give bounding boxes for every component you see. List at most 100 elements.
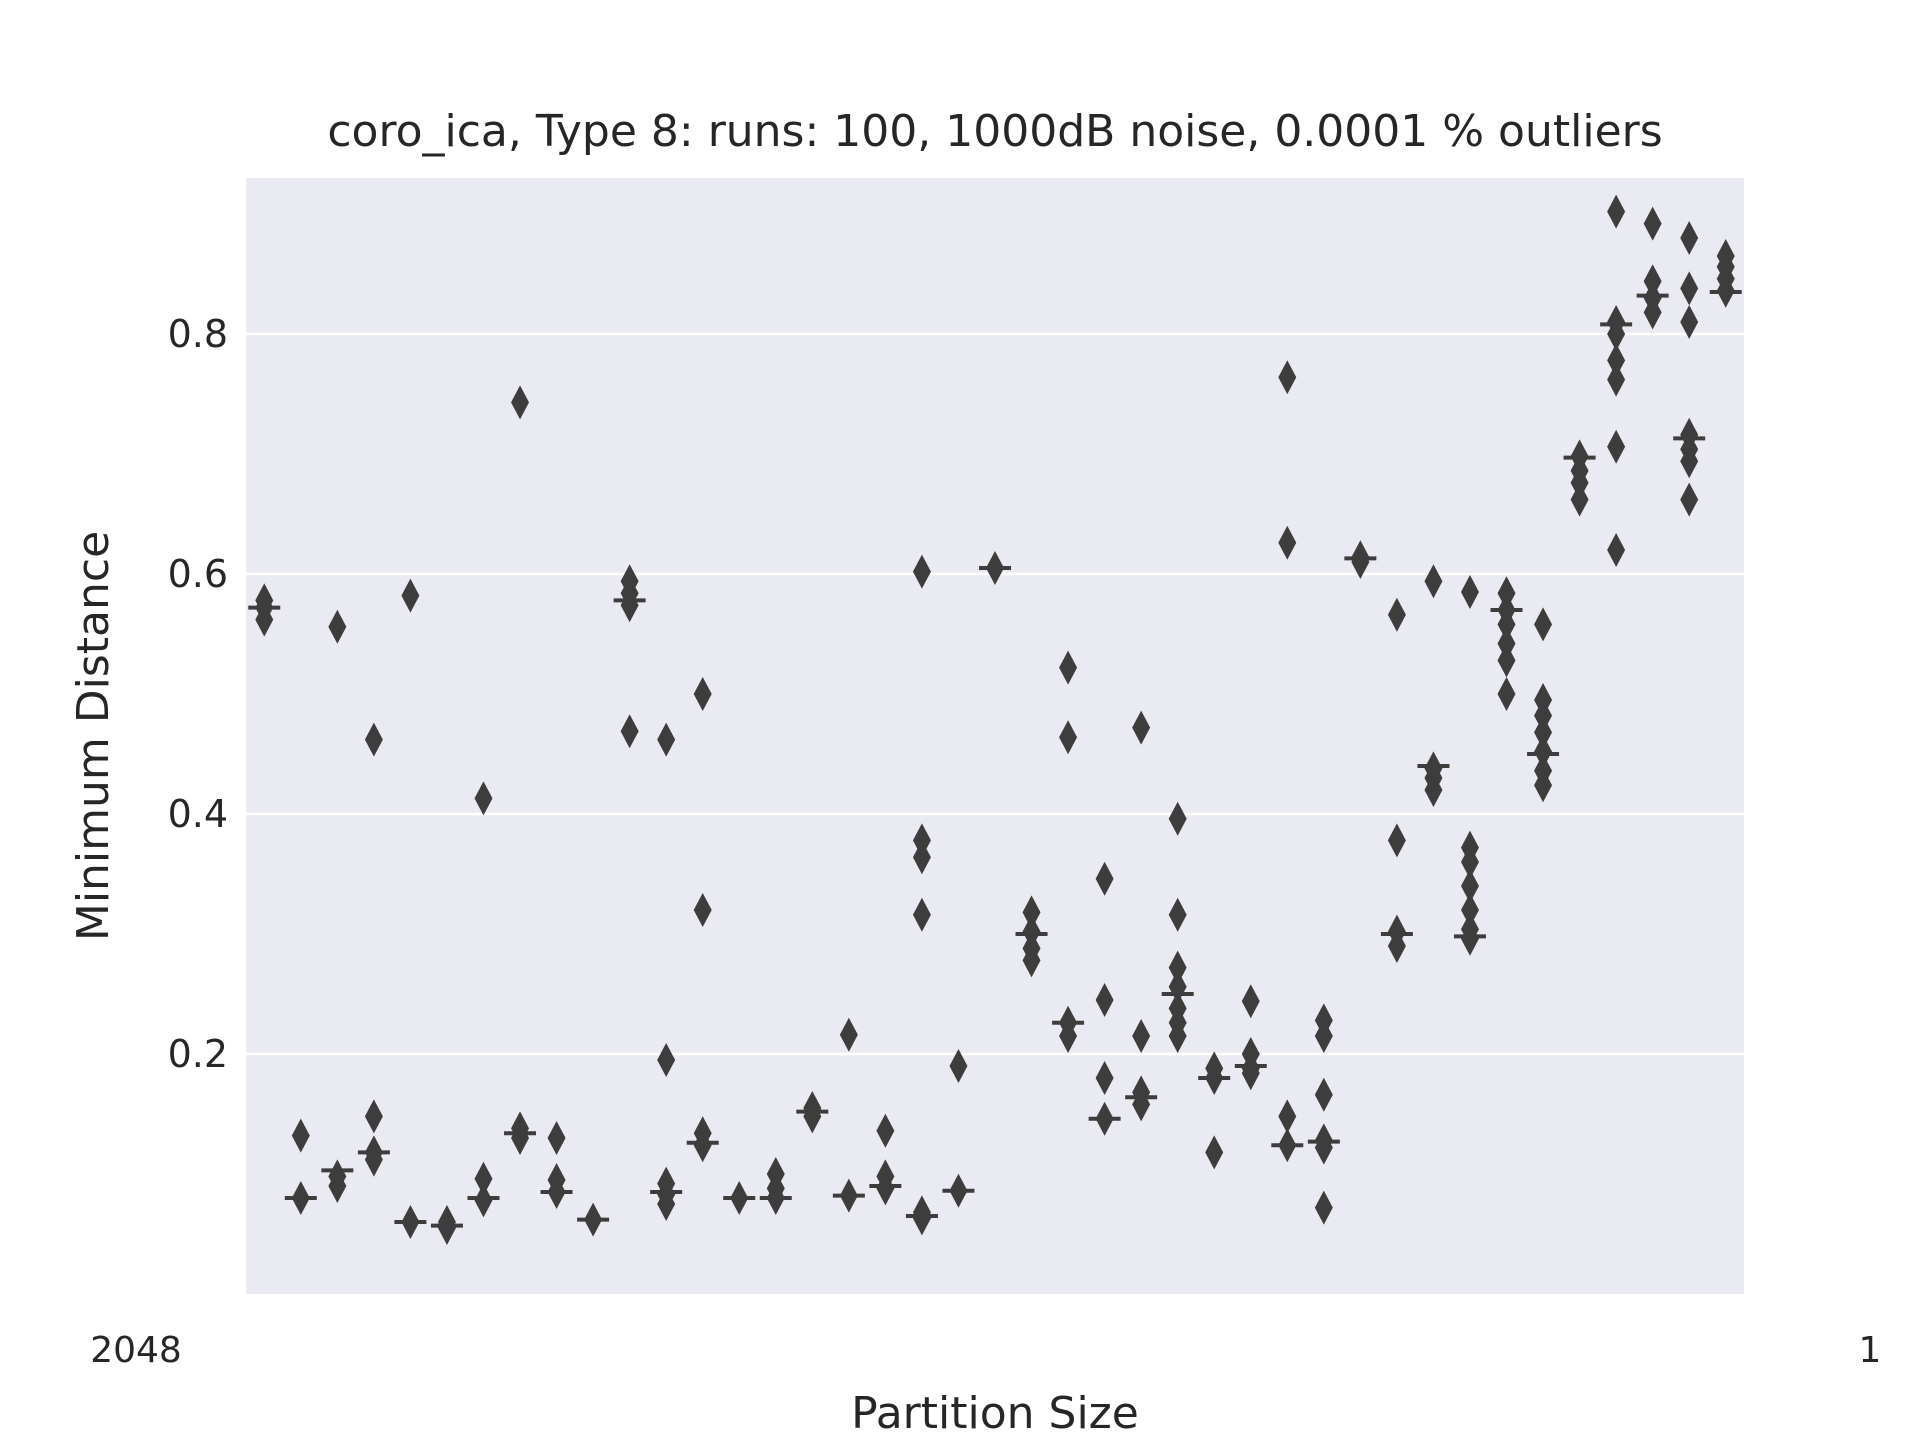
outlier-point xyxy=(693,677,712,711)
box-group xyxy=(1161,801,1194,1053)
outlier-point xyxy=(1534,768,1553,803)
box-group xyxy=(1052,650,1085,1053)
box-group xyxy=(357,722,390,1177)
outlier-point xyxy=(1278,360,1297,395)
box-group xyxy=(1490,576,1523,711)
outlier-point xyxy=(547,1175,566,1209)
outlier-point xyxy=(1534,734,1553,769)
outlier-point xyxy=(1643,295,1662,330)
outlier-point xyxy=(1680,221,1699,255)
x-tick-label-last: 1 xyxy=(1859,1330,1882,1371)
outlier-point xyxy=(1095,983,1114,1017)
outlier-point xyxy=(511,385,530,420)
outlier-point xyxy=(1095,1061,1114,1095)
outlier-point xyxy=(328,1169,347,1203)
outlier-point xyxy=(766,1181,785,1215)
outlier-point xyxy=(1022,895,1041,930)
box-group xyxy=(577,1202,610,1237)
outlier-point xyxy=(364,1142,383,1177)
box-group xyxy=(1125,710,1158,1122)
outlier-point xyxy=(730,1181,749,1215)
outlier-point xyxy=(1680,482,1699,517)
outlier-point xyxy=(1059,650,1078,685)
outlier-point xyxy=(1205,1135,1224,1170)
outlier-point xyxy=(1680,305,1699,339)
outlier-point xyxy=(1314,1130,1333,1165)
outlier-point xyxy=(1095,861,1114,896)
outlier-point xyxy=(1168,1019,1187,1053)
outlier-point xyxy=(1607,194,1626,229)
outlier-point xyxy=(291,1118,310,1153)
box-group xyxy=(796,1091,829,1134)
box-group xyxy=(467,781,500,1218)
plot-area xyxy=(246,178,1744,1294)
outlier-point xyxy=(1387,597,1406,632)
y-tick-label: 0.4 xyxy=(168,792,228,836)
outlier-point xyxy=(1022,943,1041,978)
box-group xyxy=(1417,564,1450,807)
box-group xyxy=(394,578,427,1239)
box-group xyxy=(1380,597,1413,963)
box-group xyxy=(1673,221,1706,517)
box-group xyxy=(284,1118,317,1215)
box-group xyxy=(1563,439,1596,517)
y-tick-label: 0.8 xyxy=(168,312,228,356)
box-group xyxy=(1600,194,1633,567)
x-axis-ticks: 2048 1 xyxy=(90,1330,1881,1371)
outlier-point xyxy=(1460,893,1479,927)
outlier-point xyxy=(949,1173,968,1208)
outlier-point xyxy=(1534,607,1553,642)
box-group xyxy=(869,1113,902,1206)
outlier-point xyxy=(1460,921,1479,956)
y-tick-label: 0.2 xyxy=(168,1032,228,1076)
outlier-point xyxy=(620,588,639,623)
box-group xyxy=(942,1049,975,1208)
outlier-point xyxy=(986,551,1004,585)
box-group xyxy=(430,1205,463,1245)
outlier-point xyxy=(1059,720,1078,755)
box-group xyxy=(1636,206,1669,330)
outlier-point xyxy=(1680,444,1699,479)
outlier-point xyxy=(474,1161,493,1196)
outlier-point xyxy=(291,1181,310,1215)
outlier-point xyxy=(1387,929,1406,963)
outlier-point xyxy=(1095,1101,1114,1136)
box-group xyxy=(613,564,646,749)
outlier-point xyxy=(364,1099,383,1134)
outlier-point xyxy=(1168,897,1187,932)
x-tick-label-first: 2048 xyxy=(90,1330,182,1371)
outlier-point xyxy=(1168,950,1187,985)
outlier-point xyxy=(1607,362,1626,397)
outlier-point xyxy=(328,609,347,644)
outlier-point xyxy=(1241,1056,1260,1091)
outlier-point xyxy=(1607,343,1626,378)
outlier-point xyxy=(1314,1077,1333,1112)
box-group xyxy=(1709,239,1742,308)
outlier-point xyxy=(1607,317,1626,351)
outlier-point xyxy=(1497,677,1516,711)
box-group xyxy=(321,609,354,1203)
outlier-point xyxy=(657,1187,676,1221)
outlier-point xyxy=(839,1178,858,1213)
y-axis-label: Minimum Distance xyxy=(68,531,119,941)
outlier-point xyxy=(1497,643,1516,678)
outlier-point xyxy=(1205,1061,1224,1095)
outlier-point xyxy=(474,781,493,816)
box-group xyxy=(1527,607,1560,803)
outlier-point xyxy=(474,1183,493,1218)
box-group xyxy=(686,677,719,1163)
data-marks xyxy=(248,194,1742,1245)
outlier-point xyxy=(912,1201,931,1236)
outlier-point xyxy=(693,893,712,927)
outlier-point xyxy=(1351,545,1370,579)
chart-title: coro_ica, Type 8: runs: 100, 1000dB nois… xyxy=(327,106,1662,157)
outlier-point xyxy=(1716,273,1735,308)
outlier-point xyxy=(803,1099,822,1134)
outlier-point xyxy=(1607,533,1626,567)
box-group xyxy=(1453,575,1486,956)
box-group xyxy=(650,722,683,1221)
outlier-point xyxy=(949,1049,968,1083)
box-group xyxy=(1198,1051,1231,1170)
box-group xyxy=(832,1017,865,1213)
